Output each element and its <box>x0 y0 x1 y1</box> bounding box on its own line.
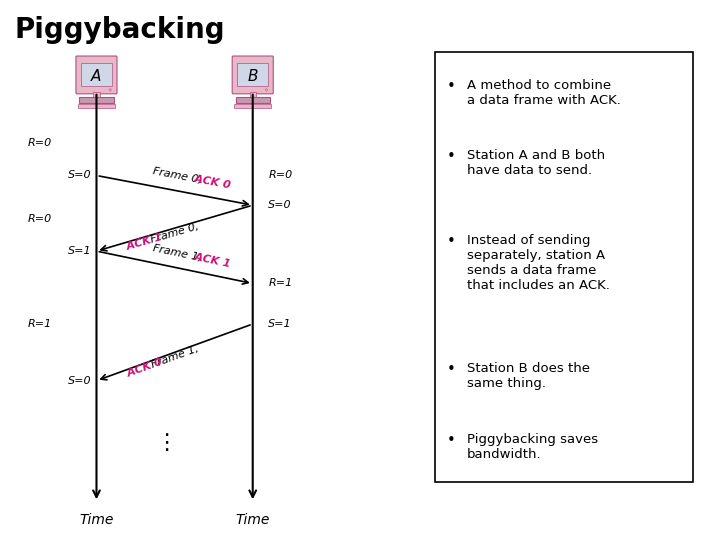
Text: S=1: S=1 <box>269 319 292 329</box>
Text: ACK 1: ACK 1 <box>122 232 163 253</box>
Bar <box>94 92 99 97</box>
Text: ACK 0: ACK 0 <box>189 173 231 191</box>
Bar <box>79 97 114 103</box>
Text: Time: Time <box>79 513 114 527</box>
Text: •: • <box>446 433 455 448</box>
Text: A method to combine
a data frame with ACK.: A method to combine a data frame with AC… <box>467 79 621 106</box>
Text: Frame 0,: Frame 0, <box>150 221 200 245</box>
Text: ACK 0: ACK 0 <box>122 357 163 380</box>
Text: •: • <box>446 234 455 248</box>
Text: Frame 1,: Frame 1, <box>152 243 202 263</box>
Text: Frame 0,: Frame 0, <box>151 166 202 185</box>
Text: R=0: R=0 <box>27 214 52 224</box>
Text: •: • <box>446 79 455 93</box>
Text: Frame 1,: Frame 1, <box>150 343 200 370</box>
Text: R=1: R=1 <box>27 319 52 329</box>
Text: Station A and B both
have data to send.: Station A and B both have data to send. <box>467 150 605 178</box>
Bar <box>81 63 112 86</box>
Text: •: • <box>446 362 455 377</box>
Circle shape <box>266 89 267 91</box>
FancyBboxPatch shape <box>232 56 274 94</box>
Text: B: B <box>248 69 258 84</box>
Text: S=1: S=1 <box>68 246 92 256</box>
Bar <box>237 63 269 86</box>
Text: Piggybacking saves
bandwidth.: Piggybacking saves bandwidth. <box>467 433 598 461</box>
Bar <box>78 104 115 109</box>
Text: ⋮: ⋮ <box>155 433 177 453</box>
Text: Piggybacking: Piggybacking <box>14 16 225 44</box>
Text: S=0: S=0 <box>68 171 92 180</box>
Bar <box>234 104 271 109</box>
Text: A: A <box>91 69 102 84</box>
Text: S=0: S=0 <box>68 376 92 386</box>
Text: ACK 1: ACK 1 <box>189 251 231 269</box>
Text: Station B does the
same thing.: Station B does the same thing. <box>467 362 590 390</box>
Bar <box>235 97 270 103</box>
Text: S=0: S=0 <box>269 200 292 210</box>
Text: Time: Time <box>235 513 270 527</box>
Circle shape <box>109 89 111 91</box>
Text: R=1: R=1 <box>269 279 292 288</box>
Bar <box>250 92 256 97</box>
Text: R=0: R=0 <box>269 171 292 180</box>
Text: Instead of sending
separately, station A
sends a data frame
that includes an ACK: Instead of sending separately, station A… <box>467 234 610 292</box>
Text: •: • <box>446 150 455 165</box>
Text: R=0: R=0 <box>27 138 52 148</box>
FancyBboxPatch shape <box>76 56 117 94</box>
